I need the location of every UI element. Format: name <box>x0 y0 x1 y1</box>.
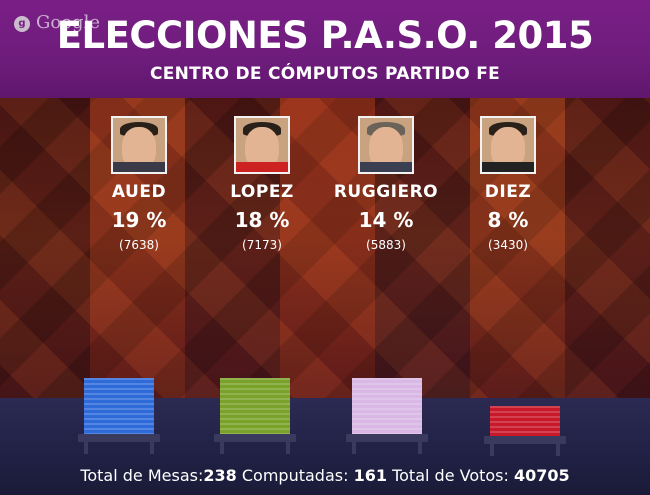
page-title: ELECCIONES P.A.S.O. 2015 <box>56 14 594 57</box>
candidate-photo <box>358 116 414 174</box>
candidate-votes: (5883) <box>366 238 406 252</box>
candidate-card: DIEZ 8 % (3430) <box>443 116 573 252</box>
ballot-box-stand <box>346 434 428 442</box>
subtitle-party: PARTIDO FE <box>385 64 501 84</box>
total-mesas-label: Total de Mesas: <box>80 466 204 485</box>
google-watermark: Google <box>36 12 100 33</box>
candidate-percent: 8 % <box>487 208 529 232</box>
ballot-box-body <box>84 378 154 438</box>
ballot-box-body <box>490 406 560 440</box>
candidate-photo <box>480 116 536 174</box>
candidate-name: RUGGIERO <box>333 182 439 202</box>
total-votos-value: 40705 <box>514 466 570 485</box>
candidate-photo <box>234 116 290 174</box>
ballot-box-lopez <box>214 378 296 454</box>
candidate-name: DIEZ <box>484 182 532 202</box>
candidate-votes: (7638) <box>119 238 159 252</box>
ballot-box-stand <box>78 434 160 442</box>
candidate-card: LOPEZ 18 % (7173) <box>197 116 327 252</box>
totals-footer: Total de Mesas:238 Computadas: 161 Total… <box>0 466 650 485</box>
ballot-box-stand <box>214 434 296 442</box>
candidate-card: RUGGIERO 14 % (5883) <box>321 116 451 252</box>
candidate-name: AUED <box>111 182 167 202</box>
candidate-percent: 18 % <box>234 208 290 232</box>
header-banner: g Google ELECCIONES P.A.S.O. 2015 CENTRO… <box>0 0 650 98</box>
ballot-box-diez <box>484 406 566 456</box>
candidate-card: AUED 19 % (7638) <box>74 116 204 252</box>
total-mesas-value: 238 <box>203 466 237 485</box>
candidate-votes: (3430) <box>488 238 528 252</box>
ballot-box-body <box>220 378 290 438</box>
ballot-box-ruggiero <box>346 378 428 454</box>
candidate-photo <box>111 116 167 174</box>
candidate-name: LOPEZ <box>230 182 294 202</box>
candidate-percent: 19 % <box>111 208 167 232</box>
subtitle-prefix: CENTRO DE CÓMPUTOS <box>149 64 379 84</box>
ballot-box-body <box>352 378 422 438</box>
ballot-box-aued <box>78 378 160 454</box>
candidate-percent: 14 % <box>358 208 414 232</box>
total-votos-label: Total de Votos: <box>392 466 509 485</box>
candidate-votes: (7173) <box>242 238 282 252</box>
page-subtitle: CENTRO DE CÓMPUTOS PARTIDO FE <box>0 64 650 84</box>
ballot-box-stand <box>484 436 566 444</box>
computadas-label: Computadas: <box>241 466 349 485</box>
computadas-value: 161 <box>353 466 387 485</box>
google-plus-icon: g <box>14 16 30 32</box>
